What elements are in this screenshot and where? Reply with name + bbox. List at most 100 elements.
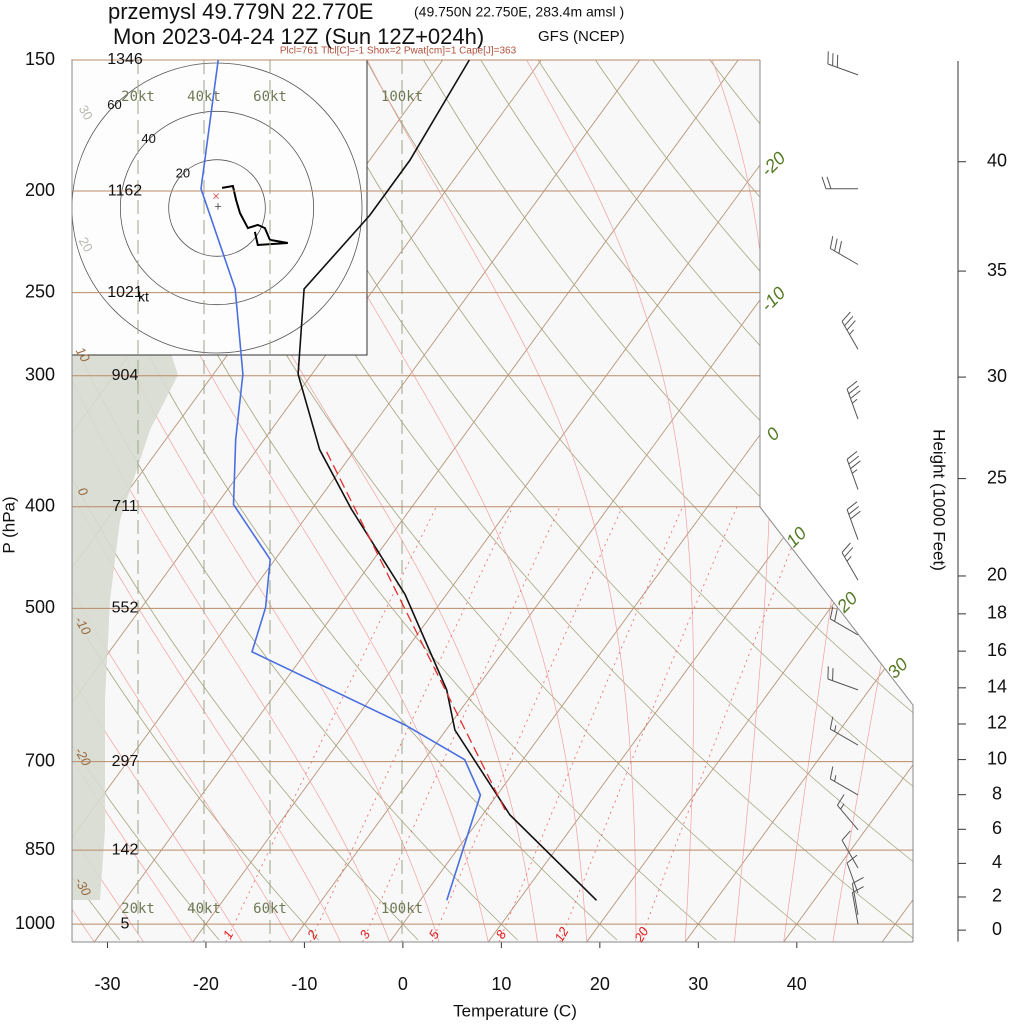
y2-tick-label: 40 — [987, 150, 1007, 170]
x-tick-label: 10 — [491, 974, 511, 994]
wind-barb — [851, 886, 864, 925]
x-tick-label: -10 — [291, 974, 317, 994]
y2-axis-title: Height (1000 Feet) — [930, 429, 949, 571]
y2-tick-label: 16 — [987, 640, 1007, 660]
indices: Plcl=761 Tlcl[C]=-1 Shox=2 Pwat[cm]=1 Ca… — [280, 46, 517, 57]
y-tick-label: 300 — [25, 364, 55, 384]
shade-label: 30 — [76, 102, 96, 122]
y2-tick-label: 2 — [992, 886, 1002, 906]
y2-tick-label: 30 — [987, 366, 1007, 386]
hodograph-line — [221, 184, 288, 247]
wind-barb — [851, 876, 864, 915]
wind-barb — [829, 606, 859, 636]
y2-tick-label: 10 — [987, 748, 1007, 768]
foreground: 1 2 3 5 8 12 20100-10-20-30302020kt20kt40kt40k… — [15, 49, 1007, 994]
hodograph-ring — [119, 110, 315, 306]
wind-barb — [846, 380, 861, 420]
y2-tick-label: 6 — [992, 818, 1002, 838]
y2-tick-label: 4 — [992, 852, 1002, 872]
x-tick-label: -20 — [193, 974, 219, 994]
wind-barb — [846, 501, 861, 540]
hodograph-ring — [168, 159, 266, 257]
x-axis-title: Temperature (C) — [453, 1001, 577, 1020]
y-tick-label: 400 — [25, 496, 55, 516]
y2-tick-label: 25 — [987, 467, 1007, 487]
isotherm-grid — [93, 60, 739, 942]
hodograph: 20 40 60 × + — [71, 59, 368, 356]
wind-barb — [841, 311, 859, 350]
isotherm — [192, 60, 837, 942]
isotherm-label: 0 — [762, 424, 783, 445]
profile-line — [325, 449, 506, 811]
level-height-label: 1021 — [107, 284, 143, 301]
dry-adiabat-grid — [939, 60, 1010, 940]
level-height-label: 1162 — [108, 182, 143, 199]
level-height-label: 552 — [112, 600, 139, 617]
y2-tick-label: 20 — [987, 565, 1007, 585]
dry-adiabat-grid — [308, 60, 913, 941]
hodograph-ring-label: 20 — [176, 165, 190, 180]
mixing-ratio-line — [225, 505, 437, 942]
hodograph-unit: kt — [138, 289, 149, 305]
wind-speed-label: 20kt — [121, 901, 155, 917]
wind-barb — [821, 176, 858, 190]
mixing-ratio-line — [362, 505, 561, 942]
wind-barb — [829, 716, 859, 746]
dry-adiabat — [72, 60, 319, 941]
mixing-ratio-line — [559, 505, 738, 942]
y2-tick-label: 18 — [987, 603, 1007, 623]
shade-label: 20 — [76, 234, 96, 254]
wind-speed-label: 60kt — [253, 89, 287, 105]
isotherm-grid — [72, 60, 542, 942]
y2-tick-label: 14 — [987, 677, 1007, 697]
dry-adiabat-grid — [537, 60, 913, 941]
moist-adiabat — [72, 60, 489, 942]
moist-adiabat — [72, 60, 391, 942]
model-name: GFS (NCEP) — [538, 28, 625, 45]
level-height-label: 142 — [112, 841, 139, 858]
wind-speed-label: 100kt — [381, 901, 423, 917]
x-tick-label: 40 — [787, 974, 807, 994]
y-tick-label: 850 — [25, 839, 55, 859]
y-tick-label: 150 — [25, 49, 55, 69]
wind-speed-label: 100kt — [381, 89, 423, 105]
level-height-label: 5 — [121, 915, 130, 932]
y-tick-label: 1000 — [15, 913, 55, 933]
isotherm-label: -20 — [757, 148, 790, 181]
wind-barb — [846, 451, 861, 490]
mixing-ratio-line — [309, 505, 514, 942]
location-note: (49.750N 22.750E, 283.4m amsl ) — [414, 4, 624, 20]
moist-adiabat — [366, 60, 637, 942]
level-height-label: 297 — [112, 753, 139, 770]
level-height-label: 711 — [112, 498, 138, 515]
level-height-label: 1346 — [107, 51, 143, 68]
y-tick-label: 700 — [25, 750, 55, 770]
level-height-label: 904 — [112, 367, 139, 384]
wind-speed-label: 40kt — [187, 901, 221, 917]
dry-adiabat-grid — [996, 60, 1010, 940]
mixing-ratio-line — [431, 505, 624, 942]
wind-barb — [836, 794, 859, 831]
chart-title: przemysl 49.779N 22.770E — [108, 0, 373, 24]
x-tick-label: 30 — [688, 974, 708, 994]
y-tick-label: 500 — [25, 597, 55, 617]
hodograph-ring-label: 40 — [141, 131, 155, 146]
y2-tick-label: 8 — [992, 783, 1002, 803]
moist-adiabat — [72, 60, 292, 942]
dry-adiabat-grid — [595, 60, 913, 941]
moist-adiabat — [72, 60, 341, 942]
y2-tick-label: 0 — [992, 919, 1002, 939]
moist-adiabat — [832, 60, 913, 942]
wind-barb — [841, 542, 859, 581]
y-tick-label: 200 — [25, 180, 55, 200]
mixing-ratio-label: 20 — [631, 924, 652, 946]
isotherm-grid — [783, 60, 913, 942]
chart-subtitle: Mon 2023-04-24 12Z (Sun 12Z+024h) — [113, 24, 484, 49]
storm-motion-mark: × — [212, 188, 220, 203]
isotherm-label: -10 — [757, 283, 790, 316]
wind-barb — [827, 51, 859, 76]
profile-line — [200, 59, 482, 901]
wind-speed-label: 20kt — [121, 89, 155, 105]
dry-adiabat-grid — [365, 60, 913, 941]
